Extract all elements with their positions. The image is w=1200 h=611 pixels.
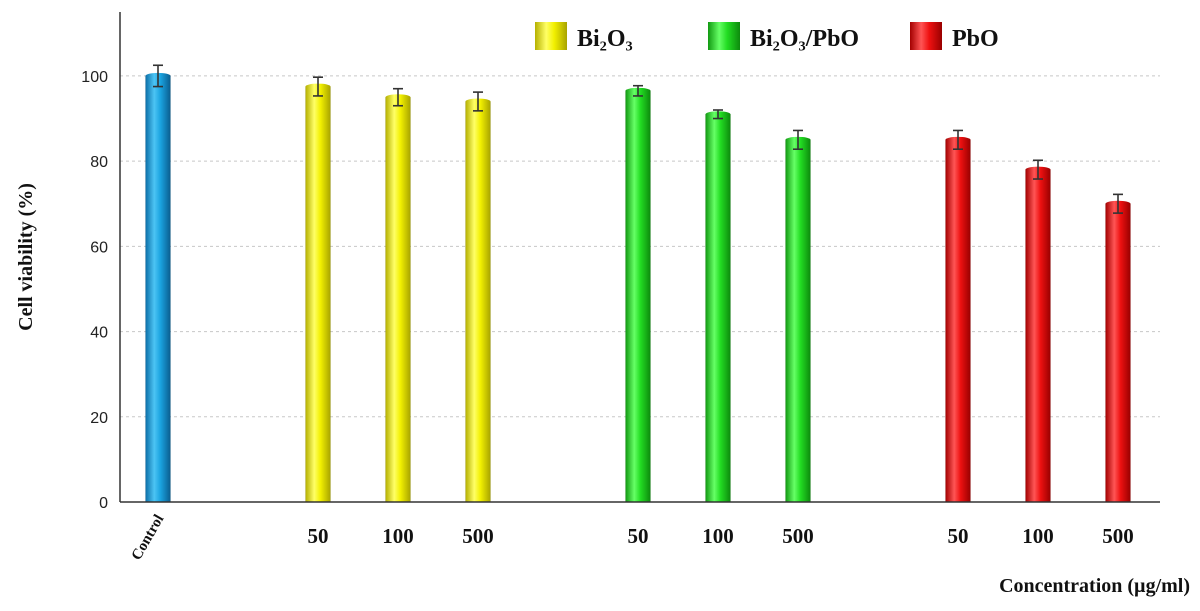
legend-label: PbO bbox=[952, 26, 999, 52]
x-tick-label: 500 bbox=[1102, 524, 1134, 548]
x-axis-title: Concentration (µg/ml) bbox=[999, 575, 1190, 597]
legend-item: Bi₂O₃ bbox=[535, 22, 633, 52]
y-tick-label: 20 bbox=[90, 410, 108, 427]
legend-item: PbO bbox=[910, 22, 999, 52]
y-tick-label: 60 bbox=[90, 239, 108, 256]
x-tick-label: 50 bbox=[308, 524, 329, 548]
y-tick-label: 80 bbox=[90, 154, 108, 171]
bar bbox=[385, 96, 411, 503]
bar bbox=[465, 101, 491, 503]
legend-label: Bi₂O₃ bbox=[577, 26, 633, 52]
x-tick-label: 500 bbox=[462, 524, 494, 548]
error-bar bbox=[313, 76, 323, 97]
error-bar bbox=[713, 109, 723, 120]
error-bars bbox=[153, 64, 1123, 214]
x-tick-label: 500 bbox=[782, 524, 814, 548]
bar bbox=[785, 139, 811, 503]
y-axis-title: Cell viability (%) bbox=[15, 183, 37, 331]
legend-item: Bi₂O₃/PbO bbox=[708, 22, 859, 52]
grid-lines bbox=[120, 75, 1160, 418]
error-bar bbox=[473, 91, 483, 112]
x-tick-label: Control bbox=[129, 512, 168, 563]
bar bbox=[1025, 169, 1051, 503]
bar bbox=[945, 139, 971, 503]
legend: Bi₂O₃ Bi₂O₃/PbO PbO bbox=[535, 22, 999, 52]
y-tick-label: 0 bbox=[99, 495, 108, 512]
error-bar bbox=[393, 87, 403, 107]
x-tick-label: 50 bbox=[628, 524, 649, 548]
x-tick-label: 100 bbox=[1022, 524, 1054, 548]
bar bbox=[145, 75, 171, 503]
bar bbox=[705, 114, 731, 503]
legend-swatch bbox=[535, 22, 567, 50]
error-bar bbox=[1113, 193, 1123, 214]
bar bbox=[625, 90, 651, 503]
bar bbox=[305, 86, 331, 503]
x-tick-label: 100 bbox=[382, 524, 414, 548]
error-bar bbox=[633, 84, 643, 97]
error-bar bbox=[1033, 159, 1043, 180]
y-tick-labels: 0 20 40 60 80 100 bbox=[81, 69, 108, 512]
error-bar bbox=[793, 129, 803, 150]
bars bbox=[145, 72, 1131, 503]
error-bar bbox=[953, 129, 963, 150]
error-bar bbox=[153, 64, 163, 88]
legend-swatch bbox=[910, 22, 942, 50]
legend-swatch bbox=[708, 22, 740, 50]
legend-label: Bi₂O₃/PbO bbox=[750, 26, 859, 52]
y-tick-label: 100 bbox=[81, 69, 108, 86]
x-tick-labels: Control 50 100 500 50 100 500 50 100 500 bbox=[129, 512, 1134, 563]
x-tick-label: 50 bbox=[948, 524, 969, 548]
y-tick-label: 40 bbox=[90, 325, 108, 342]
x-tick-label: 100 bbox=[702, 524, 734, 548]
bar bbox=[1105, 203, 1131, 503]
